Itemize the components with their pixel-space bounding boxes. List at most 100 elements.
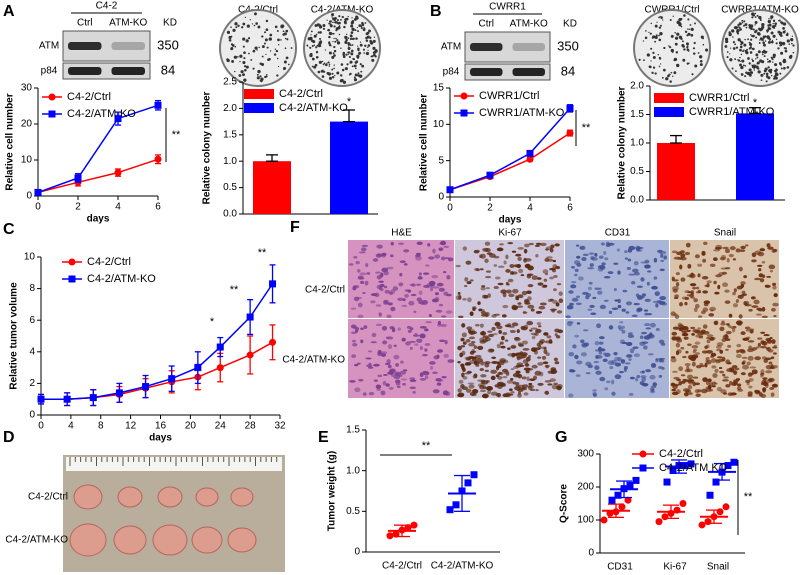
marker [68, 275, 76, 283]
nucleus [645, 327, 652, 330]
colony [748, 23, 751, 27]
colony [351, 44, 354, 46]
tumor [191, 526, 223, 554]
nucleus [494, 321, 501, 327]
series-line [37, 104, 159, 194]
nucleus [732, 303, 739, 308]
colony [767, 19, 772, 24]
colony [256, 76, 260, 80]
x-axis-label: days [499, 215, 522, 226]
nucleus [568, 352, 575, 357]
y-tick-label: 2 [29, 378, 35, 389]
nucleus [633, 353, 640, 358]
nucleus [475, 268, 480, 272]
colony [248, 52, 250, 55]
colony [739, 45, 743, 49]
y-axis-label: Relative colony number [202, 91, 213, 204]
nucleus [576, 360, 583, 365]
colony [243, 57, 246, 60]
nucleus [770, 392, 775, 397]
nucleus [375, 304, 382, 307]
nucleus [574, 268, 579, 273]
bar [657, 143, 695, 200]
colony [756, 56, 759, 59]
nucleus [591, 257, 598, 261]
nucleus [511, 352, 516, 357]
nucleus [711, 365, 717, 369]
nucleus [432, 286, 440, 289]
colony [360, 27, 363, 30]
nucleus [598, 351, 603, 355]
nucleus [402, 298, 406, 302]
nucleus [671, 276, 675, 281]
colony [354, 73, 358, 77]
nucleus [684, 251, 691, 256]
nucleus [680, 253, 686, 258]
nucleus [758, 268, 762, 272]
nucleus [574, 354, 579, 360]
nucleus [696, 286, 700, 290]
colony [757, 50, 761, 54]
colony [788, 43, 791, 46]
nucleus [386, 336, 394, 340]
nucleus [629, 348, 635, 352]
nucleus [676, 336, 681, 342]
colony [277, 38, 280, 42]
colony [334, 74, 336, 77]
colony [309, 46, 312, 49]
colony [748, 26, 752, 29]
nucleus [436, 349, 444, 353]
lane-label: Ctrl [478, 19, 494, 30]
colony [325, 63, 328, 67]
tumor-row: C4-2/Ctrl [28, 492, 68, 503]
nucleus [511, 271, 518, 275]
nucleus [517, 391, 522, 395]
colony [693, 52, 696, 55]
marker [618, 503, 626, 511]
colony [258, 46, 260, 49]
ihc-column: Ki-67 [498, 228, 522, 239]
nucleus [705, 386, 711, 390]
colony [688, 28, 691, 30]
marker [526, 149, 534, 157]
nucleus [770, 364, 774, 369]
nucleus [351, 331, 357, 334]
colony [239, 60, 241, 63]
colony [658, 16, 660, 19]
nucleus [553, 274, 558, 278]
colony [763, 49, 766, 52]
ihc-column: H&E [391, 228, 412, 239]
colony [237, 56, 239, 58]
nucleus [740, 331, 746, 336]
nucleus [604, 387, 609, 391]
nucleus [542, 361, 549, 365]
colony [644, 36, 648, 40]
colony [669, 46, 672, 49]
nucleus [493, 264, 498, 267]
colony [652, 66, 656, 69]
nucleus [469, 391, 476, 396]
nucleus [381, 325, 388, 331]
nucleus [535, 254, 539, 258]
nucleus [465, 388, 472, 393]
nucleus [418, 290, 423, 296]
nucleus [768, 377, 775, 382]
colony [763, 72, 766, 75]
nucleus [515, 294, 519, 299]
colony [350, 24, 354, 28]
nucleus [650, 363, 657, 368]
nucleus [500, 345, 506, 349]
nucleus [517, 373, 523, 379]
nucleus [724, 289, 730, 293]
nucleus [475, 363, 480, 367]
bar [736, 113, 774, 200]
nucleus [514, 336, 520, 340]
nucleus [680, 380, 686, 384]
error-bar [394, 524, 410, 538]
nucleus [735, 353, 742, 359]
nucleus [720, 389, 727, 394]
colony [333, 25, 336, 28]
nucleus [378, 280, 385, 283]
nucleus [368, 392, 375, 396]
colony [700, 35, 704, 39]
